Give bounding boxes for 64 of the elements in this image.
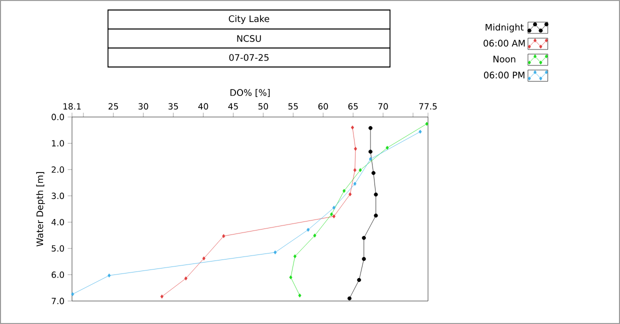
point xyxy=(71,292,74,296)
legend-label: 06:00 AM xyxy=(484,40,525,47)
point xyxy=(222,234,226,238)
chart-title: City Lake xyxy=(228,15,270,24)
point xyxy=(368,126,372,130)
point xyxy=(362,236,366,240)
point xyxy=(348,296,352,300)
point xyxy=(332,206,336,210)
point xyxy=(313,234,316,238)
legend-label: Midnight xyxy=(486,24,524,32)
point xyxy=(374,192,378,197)
point xyxy=(425,122,428,126)
point xyxy=(350,126,354,130)
point xyxy=(358,168,362,172)
y-axis-title: Water Depth [m] xyxy=(36,172,45,246)
point xyxy=(202,256,206,260)
x-tick-label: 18.1 xyxy=(64,103,81,110)
point xyxy=(357,278,362,282)
point xyxy=(293,254,297,258)
point xyxy=(374,214,378,218)
point xyxy=(354,146,358,151)
y-tick-label: 2.0 xyxy=(52,166,64,173)
legend-label: Noon xyxy=(494,56,516,62)
y-tick-label: 5.0 xyxy=(52,245,64,252)
point xyxy=(368,157,372,162)
chart-subtitle: NCSU xyxy=(237,35,261,42)
text: 07-07-25 xyxy=(229,54,269,61)
point xyxy=(368,150,372,154)
x-tick-label: 35 xyxy=(168,103,178,110)
point xyxy=(418,130,422,134)
point xyxy=(342,188,346,193)
point xyxy=(386,146,389,150)
point xyxy=(348,192,352,196)
point xyxy=(108,274,111,278)
x-tick-label: 77.5 xyxy=(419,103,437,110)
point xyxy=(353,182,356,186)
point xyxy=(353,168,356,172)
x-tick-label: 50 xyxy=(258,103,268,110)
x-tick-label: 30 xyxy=(138,103,148,110)
point xyxy=(332,214,336,218)
y-tick-label: 6.0 xyxy=(52,272,64,278)
x-axis-title: DO% [%] xyxy=(230,88,270,97)
point xyxy=(298,293,302,298)
point xyxy=(330,212,334,216)
point xyxy=(274,250,277,254)
y-tick-label: 1.0 xyxy=(52,140,64,146)
x-tick-label: 45 xyxy=(228,103,238,110)
point xyxy=(160,294,164,299)
point xyxy=(371,171,376,175)
x-tick-label: 40 xyxy=(198,103,208,110)
y-tick-label: 4.0 xyxy=(52,218,64,226)
y-tick-label: 3.0 xyxy=(52,192,64,200)
point xyxy=(289,275,292,280)
x-tick-label: 60 xyxy=(318,103,328,110)
x-tick-label: 55 xyxy=(288,103,298,110)
point xyxy=(306,228,310,232)
y-tick-label: 0.0 xyxy=(52,114,64,120)
point xyxy=(362,256,366,261)
y-tick-label: 7.0 xyxy=(52,298,64,304)
x-tick-label: 65 xyxy=(348,103,358,110)
x-tick-label: 70 xyxy=(378,103,388,110)
x-tick-label: 25 xyxy=(108,103,118,110)
legend-label: 06:00 PM xyxy=(484,72,524,78)
point xyxy=(184,276,188,280)
